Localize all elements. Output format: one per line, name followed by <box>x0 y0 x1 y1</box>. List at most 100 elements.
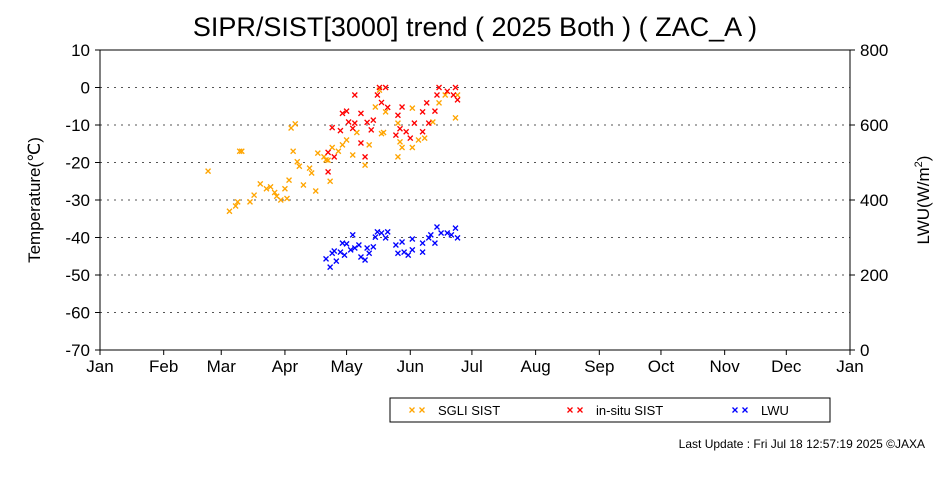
series-sgli-sist <box>205 87 461 215</box>
legend-marker <box>742 407 748 413</box>
data-point <box>281 185 288 192</box>
data-point <box>296 163 303 170</box>
data-point <box>407 135 414 142</box>
data-point <box>452 84 459 91</box>
data-point <box>382 234 389 241</box>
y-tick-label: -60 <box>65 304 90 323</box>
data-point <box>362 153 369 160</box>
data-point <box>394 120 401 127</box>
data-point <box>357 140 364 146</box>
data-point <box>362 162 369 169</box>
x-tick-label: Aug <box>520 357 550 376</box>
data-point <box>436 99 443 106</box>
data-point <box>331 248 338 254</box>
data-point <box>343 137 350 143</box>
data-point <box>238 148 245 155</box>
legend: SGLI SIST in-situ SIST LWU <box>389 397 831 423</box>
data-point <box>345 119 352 125</box>
data-point <box>372 234 379 241</box>
data-point <box>366 141 373 148</box>
data-point <box>370 117 377 124</box>
y-tick-label: -70 <box>65 341 90 360</box>
data-point <box>362 257 369 263</box>
x-tick-label: Jul <box>461 357 483 376</box>
data-point <box>392 132 399 139</box>
data-point <box>331 153 338 160</box>
data-point <box>292 120 299 127</box>
data-point <box>205 168 212 175</box>
x-tick-label: Jan <box>86 357 113 376</box>
data-point <box>405 252 412 259</box>
y2-axis-label: LWU(W/m2) <box>913 156 933 245</box>
legend-label: SGLI SIST <box>438 403 500 418</box>
data-point <box>294 158 301 165</box>
data-point <box>273 193 280 200</box>
y-axis-left: 10 0 -10 -20 -30 -40 -50 -60 -70 <box>65 41 100 360</box>
legend-label: LWU <box>761 403 789 418</box>
y-tick-label: 10 <box>71 41 90 60</box>
data-point <box>419 240 426 247</box>
y2-tick-label: 600 <box>860 116 888 135</box>
data-point <box>378 230 385 236</box>
data-point <box>399 104 406 110</box>
data-point <box>438 230 445 236</box>
data-point <box>306 165 313 172</box>
data-point <box>343 108 350 115</box>
data-point <box>444 230 451 236</box>
x-tick-label: Mar <box>207 357 237 376</box>
data-point <box>271 189 278 196</box>
data-point <box>314 150 321 157</box>
data-point <box>399 239 406 245</box>
data-point <box>341 252 348 259</box>
legend-marker <box>419 407 425 413</box>
data-point <box>355 242 362 248</box>
x-tick-label: Jun <box>397 357 424 376</box>
data-point <box>335 148 342 155</box>
data-point <box>401 249 408 256</box>
data-point <box>343 240 350 247</box>
data-point <box>357 110 364 117</box>
series-lwu <box>323 224 461 271</box>
chart-title: SIPR/SIST[3000] trend ( 2025 Both ) ( ZA… <box>193 12 757 42</box>
data-point <box>323 255 329 262</box>
x-tick-label: Dec <box>771 357 802 376</box>
data-point <box>257 180 264 187</box>
data-point <box>454 96 461 103</box>
y2-tick-label: 0 <box>860 341 869 360</box>
x-tick-label: Oct <box>648 357 675 376</box>
data-point <box>382 108 389 115</box>
data-point <box>452 114 459 121</box>
data-point <box>327 264 334 271</box>
legend-marker <box>567 407 573 413</box>
data-point <box>399 144 406 151</box>
data-point <box>394 153 401 160</box>
data-point <box>431 108 438 115</box>
y-tick-label: 0 <box>81 79 90 98</box>
data-point <box>436 84 443 91</box>
data-point <box>251 192 258 199</box>
data-point <box>434 92 440 98</box>
y-tick-label: -40 <box>65 229 90 248</box>
data-point <box>376 84 383 91</box>
data-point <box>312 188 319 194</box>
data-point <box>337 127 344 134</box>
data-point <box>347 246 354 253</box>
data-point <box>372 104 379 110</box>
data-point <box>394 112 401 119</box>
x-tick-label: Apr <box>272 357 299 376</box>
legend-box <box>389 397 831 423</box>
data-point <box>339 110 346 117</box>
data-point <box>378 99 385 106</box>
data-point <box>419 249 426 256</box>
data-point <box>337 249 344 256</box>
y-axis-label: Temperature(℃) <box>25 137 44 263</box>
data-point <box>409 246 416 253</box>
data-point <box>366 250 373 257</box>
data-point <box>226 208 233 215</box>
y-tick-label: -50 <box>65 266 90 285</box>
data-point <box>327 178 334 185</box>
data-point <box>421 135 428 142</box>
data-point <box>392 242 399 248</box>
y-axis-right: 800 600 400 200 0 <box>850 41 888 360</box>
